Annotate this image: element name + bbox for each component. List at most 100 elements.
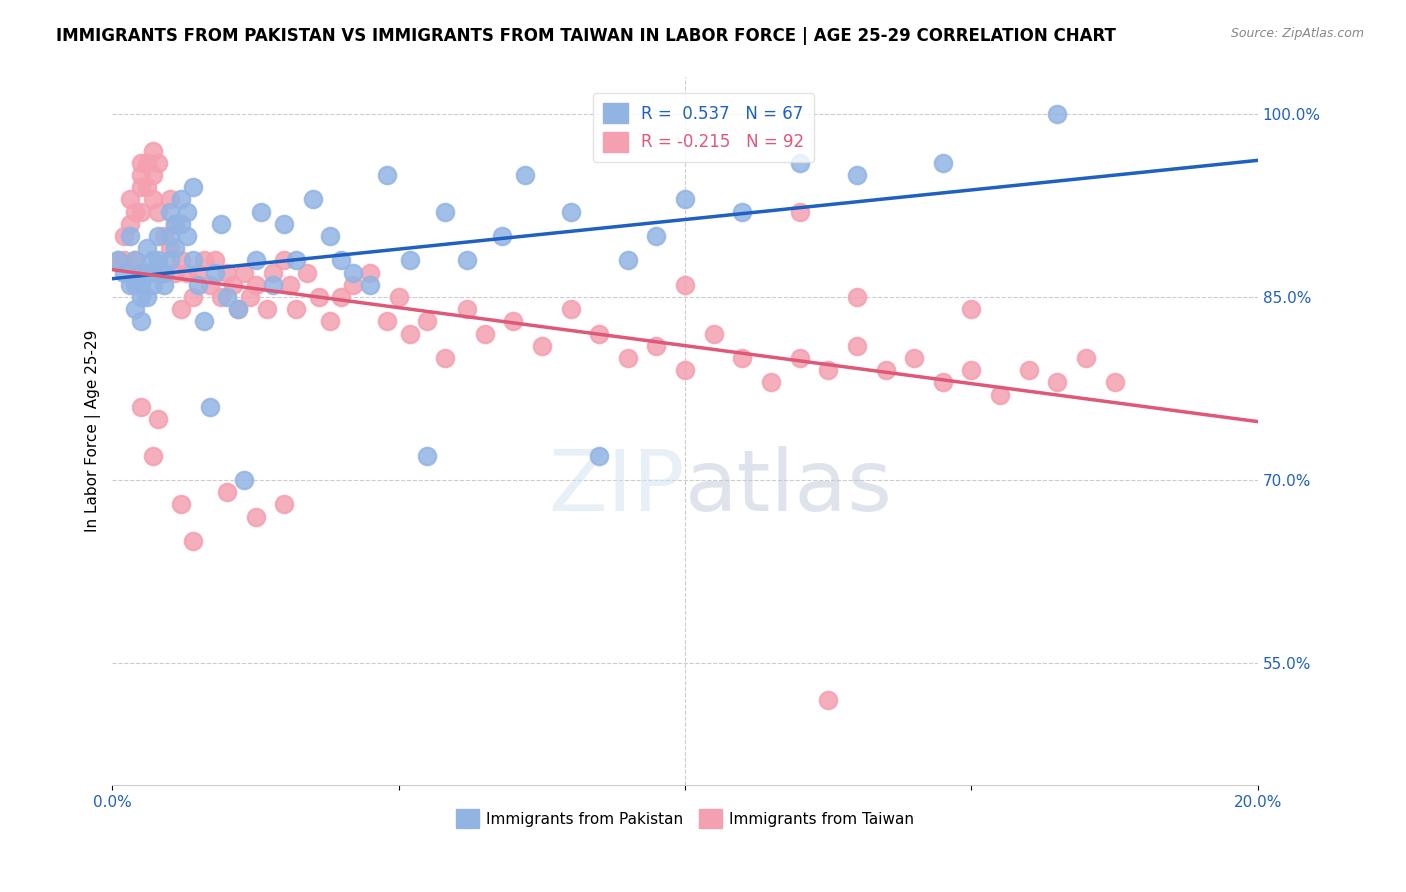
Point bbox=[388, 290, 411, 304]
Point bbox=[731, 351, 754, 365]
Point bbox=[135, 266, 157, 280]
Point bbox=[245, 277, 267, 292]
Point bbox=[284, 302, 307, 317]
Point bbox=[129, 266, 152, 280]
Point bbox=[228, 302, 250, 317]
Text: IMMIGRANTS FROM PAKISTAN VS IMMIGRANTS FROM TAIWAN IN LABOR FORCE | AGE 25-29 CO: IMMIGRANTS FROM PAKISTAN VS IMMIGRANTS F… bbox=[56, 27, 1116, 45]
Point bbox=[129, 156, 152, 170]
Point bbox=[330, 253, 353, 268]
Point bbox=[845, 290, 868, 304]
Point bbox=[118, 193, 141, 207]
Point bbox=[148, 253, 170, 268]
Point bbox=[342, 277, 364, 292]
Point bbox=[141, 144, 163, 158]
Point bbox=[789, 204, 811, 219]
Legend: Immigrants from Pakistan, Immigrants from Taiwan: Immigrants from Pakistan, Immigrants fro… bbox=[450, 803, 921, 834]
Point bbox=[731, 204, 754, 219]
Point bbox=[165, 241, 187, 255]
Point bbox=[416, 449, 439, 463]
Point bbox=[789, 156, 811, 170]
Point bbox=[221, 277, 243, 292]
Point bbox=[284, 253, 307, 268]
Point bbox=[530, 339, 553, 353]
Point bbox=[817, 363, 839, 377]
Point bbox=[159, 241, 181, 255]
Y-axis label: In Labor Force | Age 25-29: In Labor Force | Age 25-29 bbox=[86, 330, 101, 533]
Point bbox=[165, 217, 187, 231]
Point bbox=[112, 229, 135, 244]
Point bbox=[233, 266, 256, 280]
Point bbox=[148, 156, 170, 170]
Point bbox=[456, 302, 478, 317]
Point bbox=[215, 485, 238, 500]
Text: ZIP: ZIP bbox=[548, 446, 685, 529]
Point bbox=[148, 229, 170, 244]
Point bbox=[124, 302, 146, 317]
Point bbox=[228, 302, 250, 317]
Point bbox=[588, 326, 610, 341]
Point bbox=[170, 193, 193, 207]
Point bbox=[165, 217, 187, 231]
Point bbox=[1104, 376, 1126, 390]
Point bbox=[375, 314, 398, 328]
Point bbox=[262, 266, 284, 280]
Point bbox=[645, 229, 668, 244]
Point bbox=[960, 302, 983, 317]
Point bbox=[129, 180, 152, 194]
Point bbox=[399, 326, 422, 341]
Point bbox=[474, 326, 496, 341]
Point bbox=[129, 168, 152, 182]
Point bbox=[1046, 376, 1069, 390]
Point bbox=[141, 277, 163, 292]
Point bbox=[153, 277, 176, 292]
Point bbox=[433, 351, 456, 365]
Point bbox=[789, 351, 811, 365]
Point bbox=[141, 266, 163, 280]
Point bbox=[129, 400, 152, 414]
Point bbox=[159, 229, 181, 244]
Point bbox=[153, 229, 176, 244]
Point bbox=[165, 266, 187, 280]
Point bbox=[198, 400, 221, 414]
Point bbox=[124, 204, 146, 219]
Point bbox=[148, 204, 170, 219]
Point bbox=[107, 253, 129, 268]
Point bbox=[245, 253, 267, 268]
Point bbox=[170, 217, 193, 231]
Point bbox=[245, 509, 267, 524]
Text: Source: ZipAtlas.com: Source: ZipAtlas.com bbox=[1230, 27, 1364, 40]
Point bbox=[308, 290, 330, 304]
Point bbox=[135, 156, 157, 170]
Point bbox=[399, 253, 422, 268]
Point bbox=[181, 180, 204, 194]
Point bbox=[159, 253, 181, 268]
Text: atlas: atlas bbox=[685, 446, 893, 529]
Point bbox=[193, 253, 215, 268]
Point bbox=[273, 253, 295, 268]
Point bbox=[302, 193, 325, 207]
Point bbox=[845, 339, 868, 353]
Point bbox=[1018, 363, 1040, 377]
Point bbox=[342, 266, 364, 280]
Point bbox=[181, 534, 204, 549]
Point bbox=[932, 156, 955, 170]
Point bbox=[673, 363, 696, 377]
Point bbox=[932, 376, 955, 390]
Point bbox=[359, 277, 381, 292]
Point bbox=[416, 314, 439, 328]
Point bbox=[359, 266, 381, 280]
Point bbox=[673, 277, 696, 292]
Point bbox=[176, 266, 198, 280]
Point bbox=[256, 302, 278, 317]
Point bbox=[215, 290, 238, 304]
Point bbox=[159, 193, 181, 207]
Point bbox=[250, 204, 273, 219]
Point bbox=[673, 193, 696, 207]
Point bbox=[141, 168, 163, 182]
Point bbox=[375, 168, 398, 182]
Point bbox=[278, 277, 301, 292]
Point bbox=[118, 217, 141, 231]
Point bbox=[273, 498, 295, 512]
Point bbox=[560, 204, 582, 219]
Point bbox=[319, 229, 342, 244]
